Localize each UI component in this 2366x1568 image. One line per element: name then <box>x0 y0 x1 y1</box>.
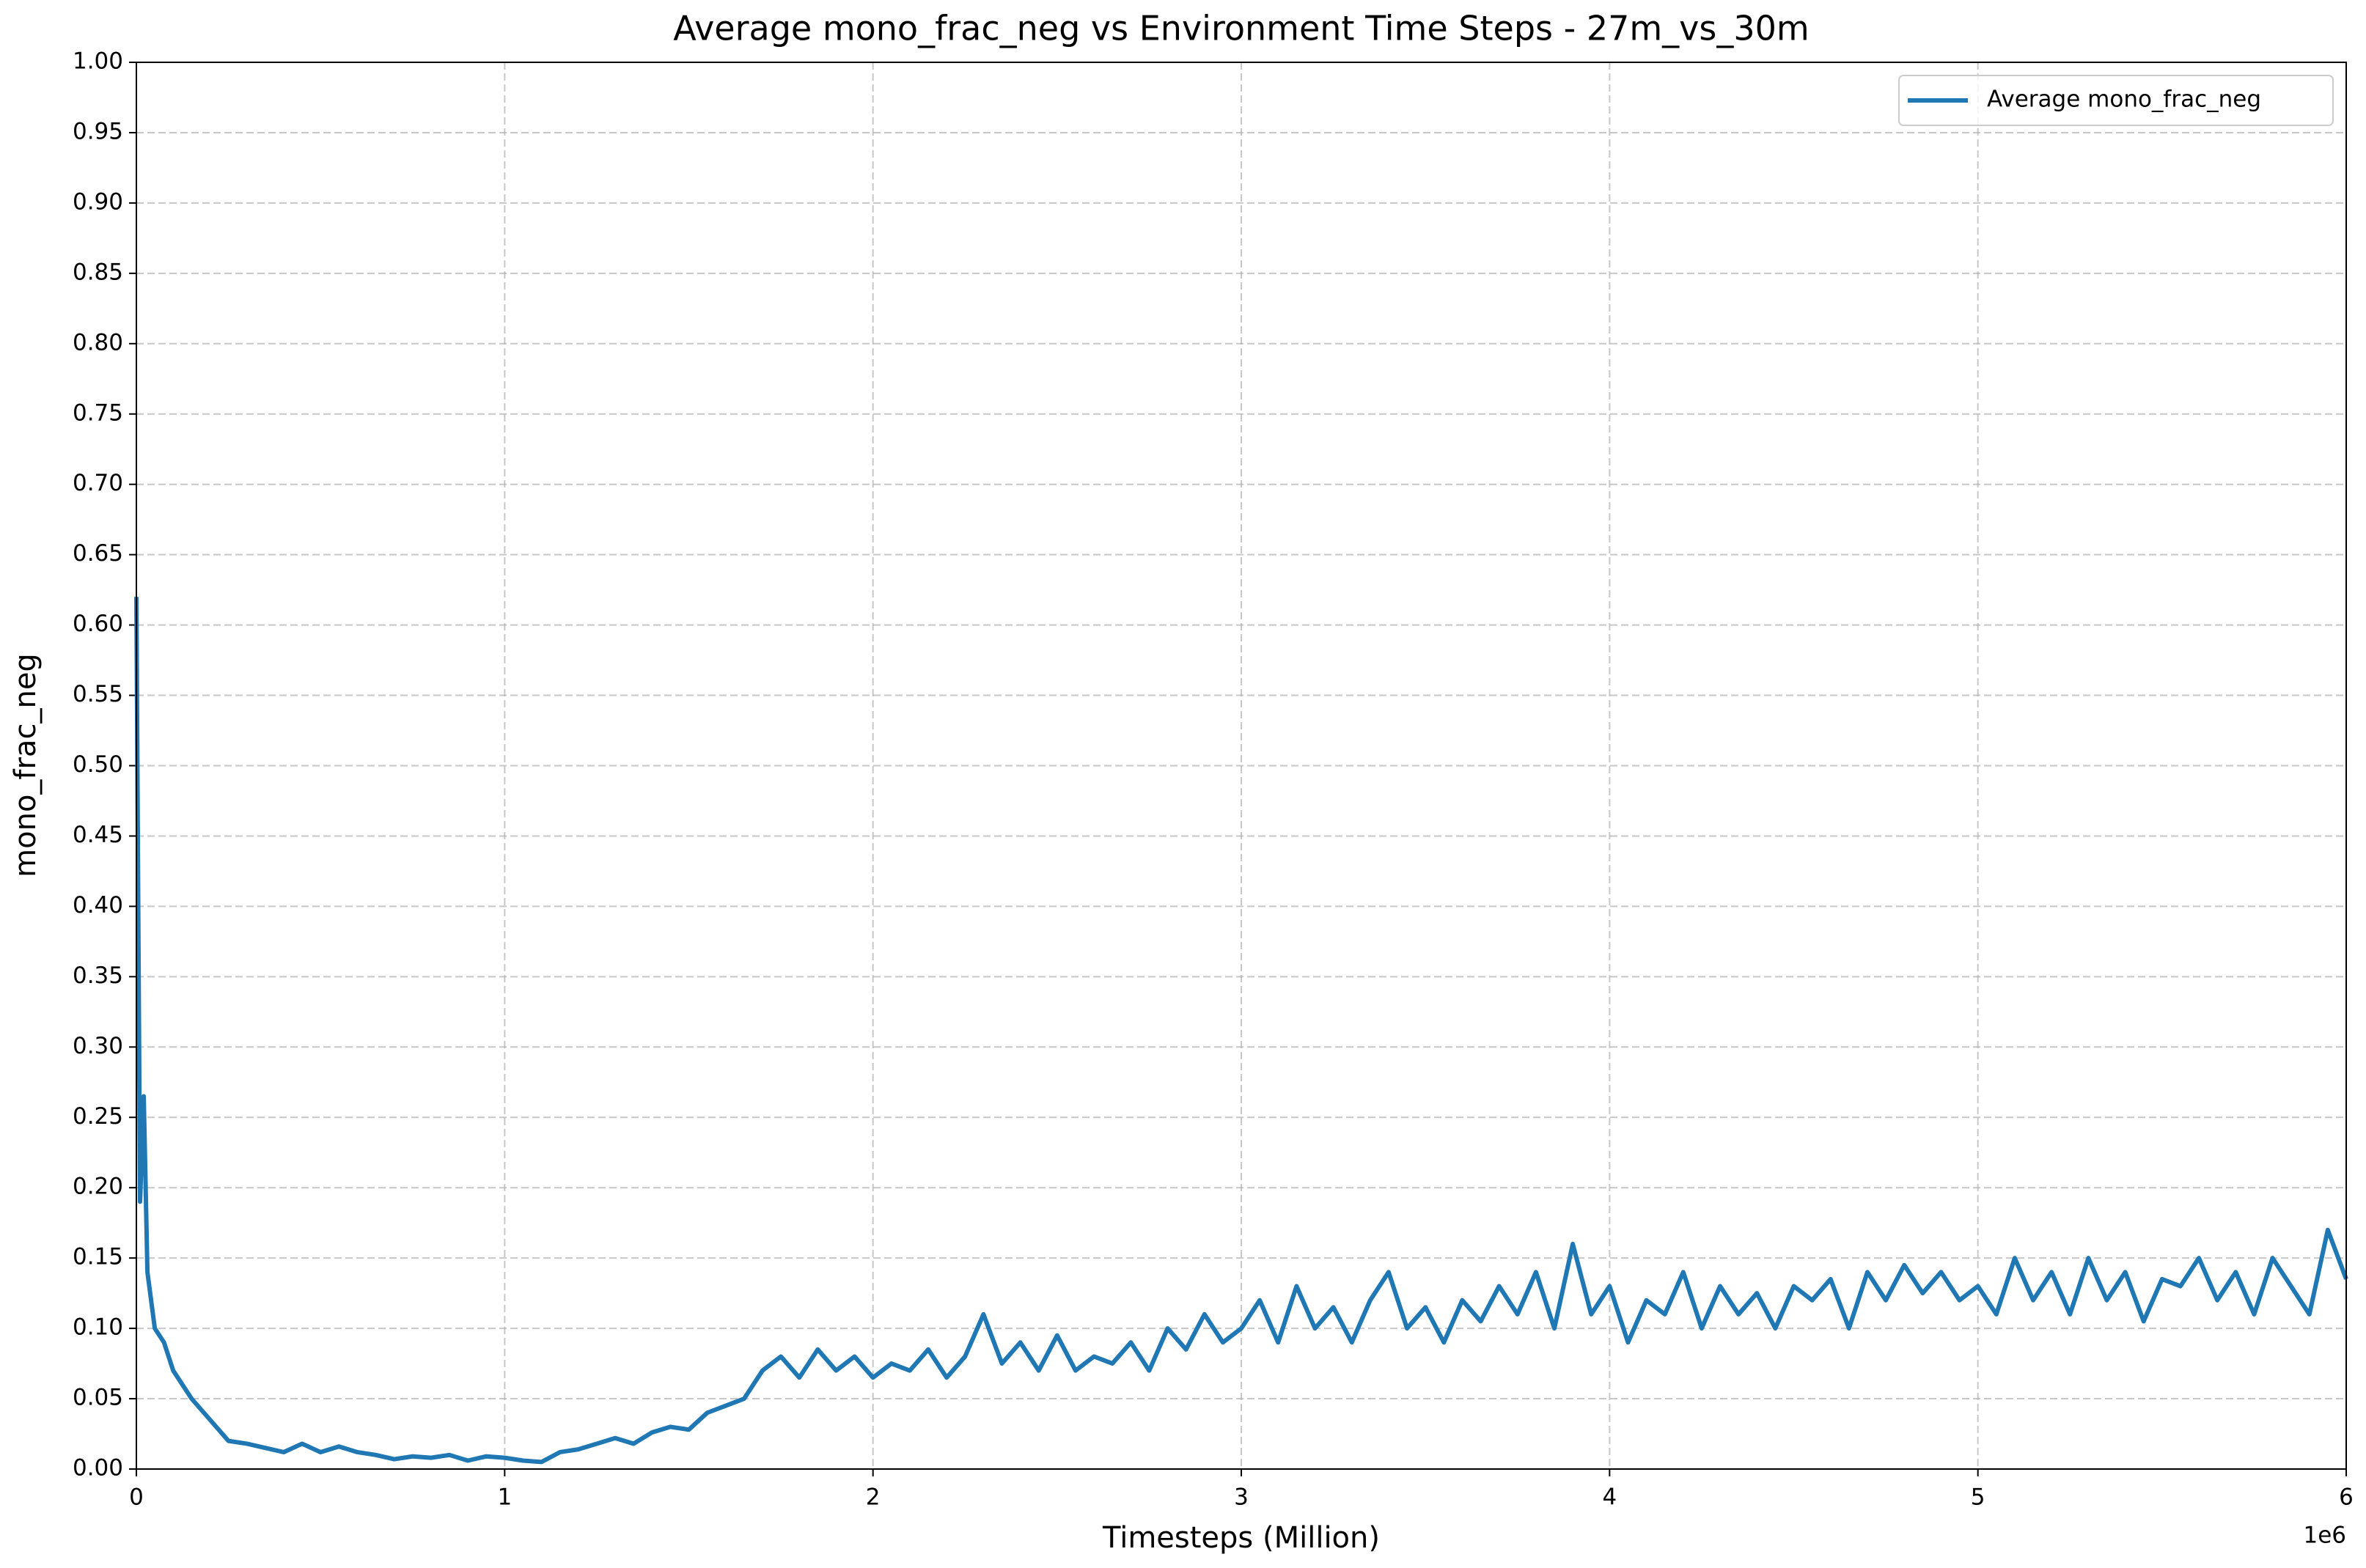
y-tick-label: 0.00 <box>73 1455 123 1481</box>
x-tick-label: 6 <box>2339 1484 2354 1511</box>
chart-title: Average mono_frac_neg vs Environment Tim… <box>673 9 1809 48</box>
x-tick-label: 1 <box>497 1484 512 1511</box>
y-tick-label: 0.35 <box>73 962 123 989</box>
x-tick-label: 0 <box>129 1484 144 1511</box>
y-tick-label: 0.65 <box>73 540 123 567</box>
legend: Average mono_frac_neg <box>1898 75 2334 126</box>
y-tick-label: 0.40 <box>73 892 123 919</box>
y-tick-label: 0.50 <box>73 751 123 778</box>
y-tick-label: 1.00 <box>73 48 123 75</box>
legend-box <box>1898 75 2334 126</box>
x-offset-label: 1e6 <box>2303 1523 2346 1549</box>
y-tick-label: 0.20 <box>73 1174 123 1200</box>
x-axis-label: Timesteps (Million) <box>1102 1521 1380 1555</box>
x-tick-label: 4 <box>1602 1484 1617 1511</box>
y-tick-label: 0.55 <box>73 681 123 707</box>
y-tick-label: 0.80 <box>73 329 123 356</box>
y-tick-label: 0.05 <box>73 1385 123 1411</box>
y-tick-label: 0.90 <box>73 188 123 215</box>
y-tick-label: 0.10 <box>73 1314 123 1341</box>
y-tick-label: 0.25 <box>73 1103 123 1130</box>
y-tick-label: 0.95 <box>73 118 123 144</box>
y-tick-label: 0.85 <box>73 259 123 285</box>
plot-frame <box>136 62 2347 1470</box>
data-line <box>134 597 2348 1465</box>
y-tick-label: 0.75 <box>73 400 123 426</box>
x-tick-label: 3 <box>1234 1484 1249 1511</box>
y-axis-label: mono_frac_neg <box>9 653 43 877</box>
y-tick-label: 0.70 <box>73 470 123 496</box>
x-tick-label: 2 <box>866 1484 881 1511</box>
legend-label: Average mono_frac_neg <box>1987 87 2261 113</box>
y-tick-label: 0.60 <box>73 611 123 637</box>
y-tick-label: 0.15 <box>73 1244 123 1270</box>
y-tick-label: 0.30 <box>73 1033 123 1059</box>
x-tick-label: 5 <box>1971 1484 1985 1511</box>
y-tick-label: 0.45 <box>73 822 123 848</box>
